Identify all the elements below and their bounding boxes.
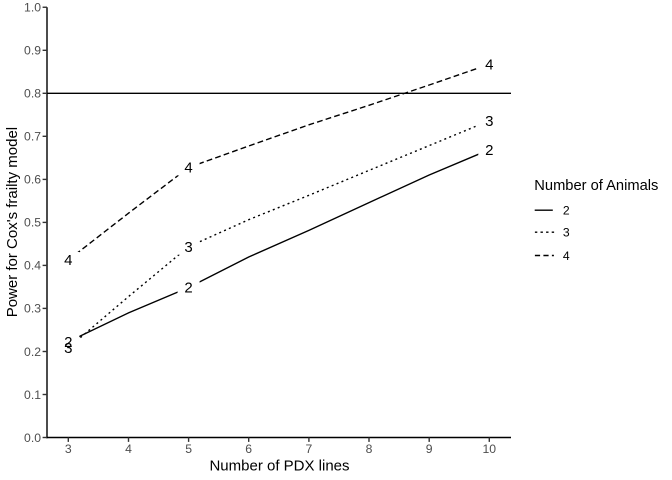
svg-text:Number of Animals: Number of Animals: [534, 178, 658, 194]
svg-text:2: 2: [184, 280, 192, 297]
svg-text:1.0: 1.0: [24, 1, 41, 15]
svg-text:3: 3: [65, 442, 72, 456]
svg-text:0.1: 0.1: [24, 388, 41, 402]
svg-text:4: 4: [563, 249, 570, 263]
svg-text:0.9: 0.9: [24, 44, 41, 58]
svg-text:6: 6: [245, 442, 252, 456]
svg-text:3: 3: [64, 340, 72, 357]
svg-text:7: 7: [306, 442, 313, 456]
svg-text:0.2: 0.2: [24, 345, 41, 359]
svg-text:4: 4: [184, 160, 192, 177]
svg-text:0.3: 0.3: [24, 302, 41, 316]
svg-text:10: 10: [483, 442, 497, 456]
svg-text:0.8: 0.8: [24, 87, 41, 101]
svg-text:5: 5: [185, 442, 192, 456]
svg-text:2: 2: [64, 334, 72, 351]
svg-text:2: 2: [563, 204, 570, 218]
svg-text:0.0: 0.0: [24, 431, 41, 445]
svg-text:4: 4: [125, 442, 132, 456]
svg-text:4: 4: [485, 57, 493, 74]
svg-text:0.5: 0.5: [24, 216, 41, 230]
svg-text:8: 8: [366, 442, 373, 456]
svg-text:3: 3: [563, 226, 570, 240]
svg-text:0.6: 0.6: [24, 173, 41, 187]
svg-text:4: 4: [64, 252, 72, 269]
svg-text:9: 9: [426, 442, 433, 456]
svg-text:Number of PDX lines: Number of PDX lines: [209, 457, 349, 474]
svg-text:Power for Cox's frailty model: Power for Cox's frailty model: [4, 127, 21, 317]
svg-text:3: 3: [485, 113, 493, 130]
svg-text:2: 2: [485, 142, 493, 159]
svg-text:0.7: 0.7: [24, 130, 41, 144]
svg-text:0.4: 0.4: [24, 259, 41, 273]
svg-text:3: 3: [184, 239, 192, 256]
